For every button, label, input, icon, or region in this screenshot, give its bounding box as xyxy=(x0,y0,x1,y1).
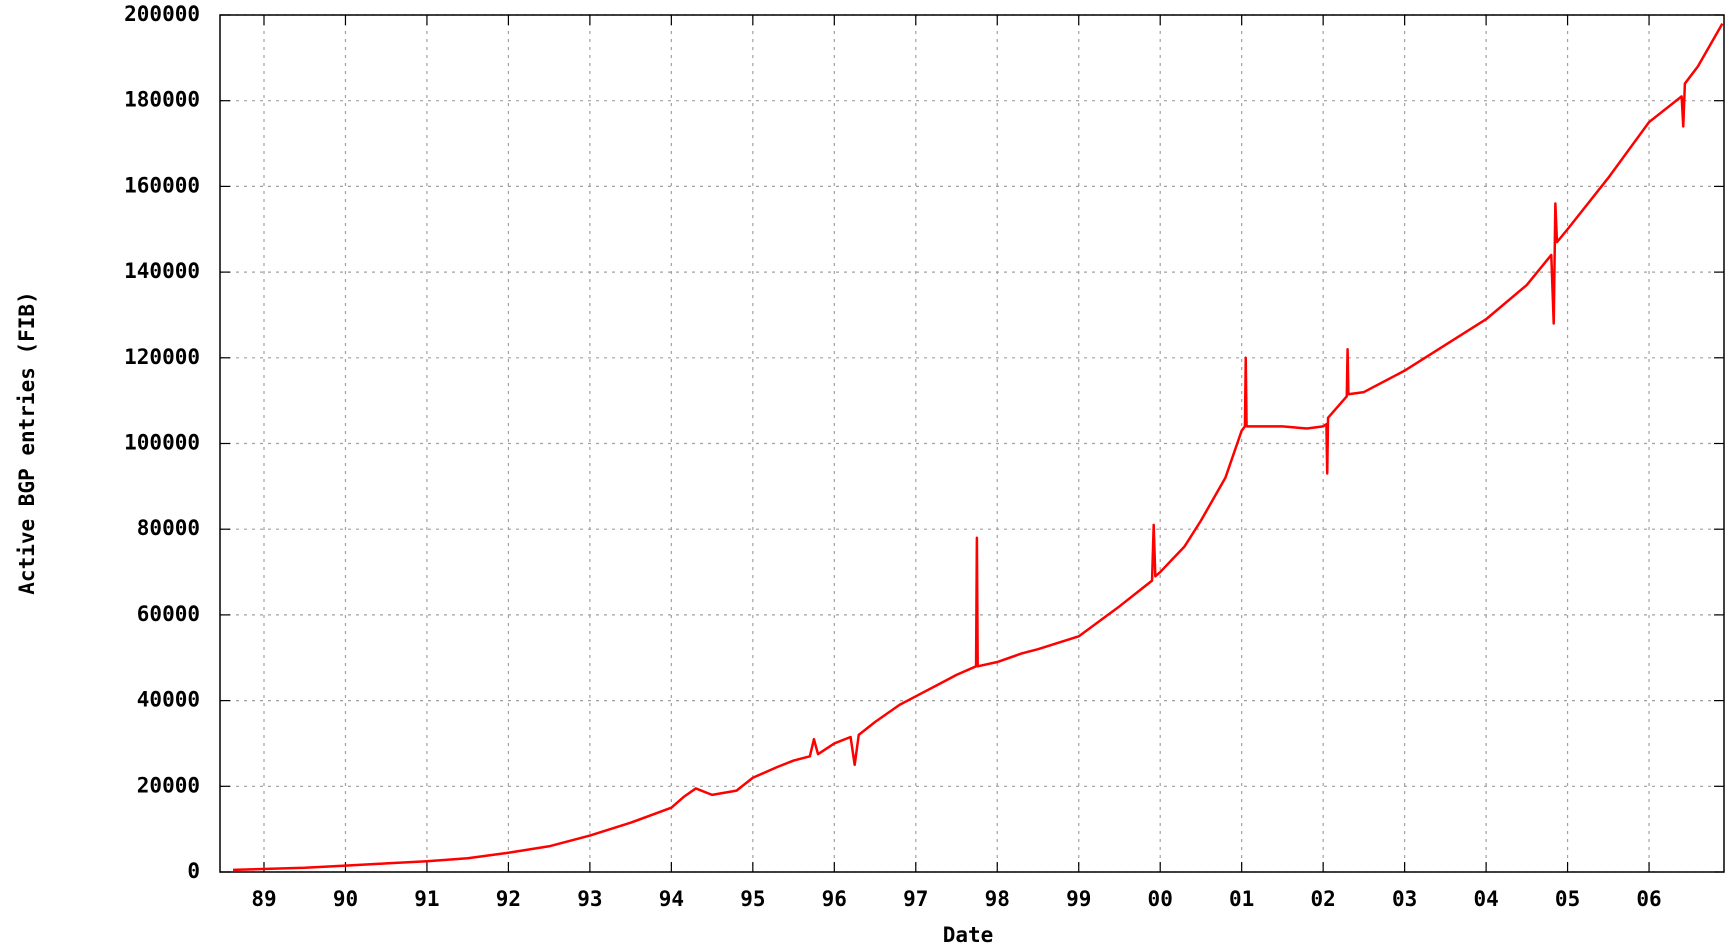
x-tick-label: 93 xyxy=(577,887,602,911)
x-tick-label: 99 xyxy=(1066,887,1091,911)
x-tick-label: 04 xyxy=(1473,887,1498,911)
x-tick-label: 89 xyxy=(251,887,276,911)
x-tick-label: 02 xyxy=(1311,887,1336,911)
y-tick-label: 140000 xyxy=(124,259,200,283)
x-tick-label: 06 xyxy=(1636,887,1661,911)
x-tick-label: 96 xyxy=(822,887,847,911)
plot-frame xyxy=(219,14,1725,873)
x-tick-label: 92 xyxy=(496,887,521,911)
x-tick-label: 00 xyxy=(1148,887,1173,911)
y-tick-label: 200000 xyxy=(124,2,200,26)
y-tick-label: 20000 xyxy=(137,773,200,797)
x-tick-label: 90 xyxy=(333,887,358,911)
y-tick-label: 80000 xyxy=(137,516,200,540)
y-tick-label: 120000 xyxy=(124,345,200,369)
x-tick-label: 91 xyxy=(414,887,439,911)
y-tick-label: 180000 xyxy=(124,88,200,112)
y-axis-label: Active BGP entries (FIB) xyxy=(15,291,39,594)
y-tick-label: 100000 xyxy=(124,431,200,455)
x-tick-label: 97 xyxy=(903,887,928,911)
y-tick-label: 160000 xyxy=(124,173,200,197)
x-tick-label: 94 xyxy=(659,887,684,911)
data-line xyxy=(233,22,1724,872)
x-tick-label: 05 xyxy=(1555,887,1580,911)
y-tick-label: 40000 xyxy=(137,688,200,712)
x-axis-label: Date xyxy=(943,923,994,947)
y-tick-label: 60000 xyxy=(137,602,200,626)
x-tick-label: 98 xyxy=(985,887,1010,911)
x-tick-label: 95 xyxy=(740,887,765,911)
x-tick-label: 03 xyxy=(1392,887,1417,911)
y-tick-label: 0 xyxy=(187,859,200,883)
x-tick-label: 01 xyxy=(1229,887,1254,911)
